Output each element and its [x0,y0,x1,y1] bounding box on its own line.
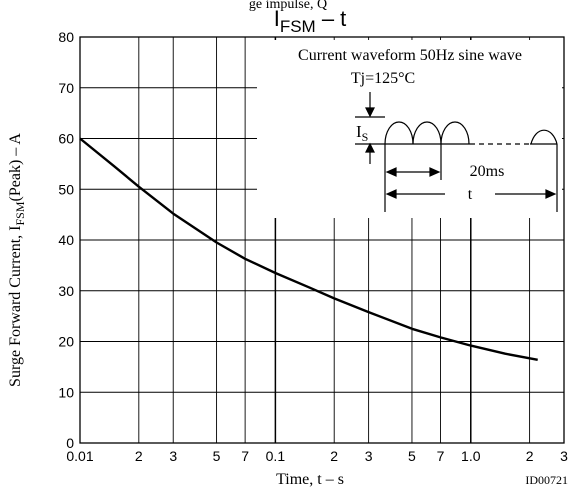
duration-arrow-head-right [545,189,557,199]
chart-title-rest: – t [316,6,347,31]
is-label: IS [356,122,368,144]
chart-title-main: I [274,6,280,31]
y-tick-label: 80 [58,29,74,45]
y-tick-label: 30 [58,283,74,299]
is-label-sub: S [362,130,369,144]
is-label-main: I [356,122,362,141]
y-tick-label: 10 [58,384,74,400]
x-tick-label: 7 [241,448,249,464]
x-tick-label: 2 [526,448,534,464]
is-arrow-top-head [365,107,375,118]
period-label: 20ms [470,163,505,180]
x-tick-label: 5 [408,448,416,464]
chart-title: IFSM – t [274,6,347,36]
y-tick-label: 50 [58,181,74,197]
header-fragment: ge impulse, Q [249,0,327,12]
y-axis-label: Surge Forward Current, IFSM(Peak) – A [7,133,27,387]
inset-line2: Tj=125°C [351,70,415,87]
y-tick-label: 0 [66,435,74,451]
period-arrow-left [385,167,397,177]
y-tick-label: 20 [58,334,74,350]
chart-title-sub: FSM [280,17,316,36]
y-axis-label-main: Surge Forward Current, I [7,226,24,387]
duration-label: t [468,186,473,203]
x-tick-label: 7 [437,448,445,464]
figure-id: ID00721 [525,473,568,487]
plot-frame [79,36,565,444]
period-arrow-right [429,167,441,177]
x-tick-label: 1.0 [461,448,481,464]
series-line [79,137,538,361]
half-sine-last [530,129,558,145]
waveform-diagram [355,92,558,212]
x-tick-label: 2 [135,448,143,464]
x-tick-label: 3 [169,448,177,464]
series-layer [79,137,538,361]
y-tick-label: 60 [58,131,74,147]
y-tick-label: 70 [58,80,74,96]
x-tick-label: 5 [213,448,221,464]
ticks: 0 10 20 30 40 50 60 70 80 0.01 2 3 5 7 0.1 2 3 5 7 1.0 2 3 [58,29,568,464]
x-tick-label: 2 [330,448,338,464]
is-arrow-bottom-head [365,142,375,153]
duration-arrow-head-left [385,189,397,199]
half-sine-3 [440,121,470,145]
y-axis-label-rest: (Peak) – A [7,133,24,202]
half-sine-1 [384,121,414,145]
x-tick-label: 0.1 [266,448,286,464]
y-axis-label-sub: FSM [13,201,27,225]
y-tick-label: 40 [58,232,74,248]
x-tick-label: 0.01 [66,448,93,464]
inset-line1: Current waveform 50Hz sine wave [298,47,522,64]
x-tick-label: 3 [560,448,568,464]
x-axis-label: Time, t – s [276,471,344,488]
x-tick-label: 3 [365,448,373,464]
half-sine-2 [412,121,442,145]
